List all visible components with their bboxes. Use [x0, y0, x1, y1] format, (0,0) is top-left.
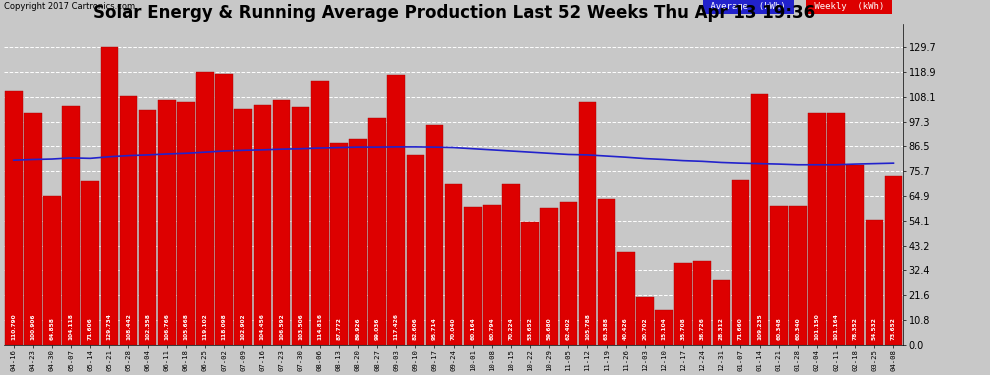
Text: 60.340: 60.340 — [795, 318, 800, 340]
Bar — [579, 102, 596, 345]
Bar — [464, 207, 481, 345]
Bar — [158, 100, 175, 345]
Bar — [655, 310, 673, 345]
Bar — [235, 109, 252, 345]
Bar — [828, 113, 844, 345]
Bar — [253, 105, 271, 345]
Text: 70.040: 70.040 — [451, 318, 456, 340]
Text: 59.680: 59.680 — [546, 318, 551, 340]
Bar — [101, 47, 118, 345]
Bar — [808, 113, 826, 345]
Text: 109.235: 109.235 — [757, 314, 762, 340]
Text: 15.104: 15.104 — [661, 318, 666, 340]
Bar — [617, 252, 635, 345]
Bar — [349, 138, 366, 345]
Bar — [445, 184, 462, 345]
Bar — [674, 263, 692, 345]
Bar — [885, 176, 902, 345]
Text: 63.388: 63.388 — [604, 317, 609, 340]
Bar — [770, 206, 787, 345]
Text: Weekly  (kWh): Weekly (kWh) — [809, 2, 889, 11]
Bar — [407, 155, 424, 345]
Text: 70.224: 70.224 — [509, 318, 514, 340]
Bar — [693, 261, 711, 345]
Text: 129.734: 129.734 — [107, 314, 112, 340]
Bar — [311, 81, 329, 345]
Text: 60.164: 60.164 — [470, 318, 475, 340]
Bar — [789, 206, 807, 345]
Text: 82.606: 82.606 — [413, 318, 418, 340]
Text: 117.426: 117.426 — [394, 313, 399, 340]
Text: 106.592: 106.592 — [279, 314, 284, 340]
Text: 64.858: 64.858 — [50, 317, 54, 340]
Text: 54.532: 54.532 — [872, 317, 877, 340]
Bar — [636, 297, 653, 345]
Text: 71.660: 71.660 — [738, 318, 742, 340]
Text: 53.652: 53.652 — [528, 317, 533, 340]
Bar — [215, 74, 233, 345]
Text: 108.442: 108.442 — [126, 314, 131, 340]
Text: 118.098: 118.098 — [222, 314, 227, 340]
Text: 102.902: 102.902 — [241, 314, 246, 340]
Text: 35.708: 35.708 — [680, 318, 686, 340]
Text: Copyright 2017 Cartronics.com: Copyright 2017 Cartronics.com — [4, 2, 136, 11]
Text: 20.702: 20.702 — [643, 318, 647, 340]
Text: 100.906: 100.906 — [31, 314, 36, 340]
Bar — [426, 125, 444, 345]
Bar — [81, 181, 99, 345]
Bar — [750, 94, 768, 345]
Bar — [330, 144, 347, 345]
Text: 71.606: 71.606 — [88, 318, 93, 340]
Text: 89.926: 89.926 — [355, 318, 360, 340]
Text: 87.772: 87.772 — [337, 317, 342, 340]
Bar — [44, 196, 60, 345]
Text: 101.164: 101.164 — [834, 314, 839, 340]
Bar — [483, 206, 501, 345]
Text: 60.348: 60.348 — [776, 318, 781, 340]
Bar — [196, 72, 214, 345]
Bar — [732, 180, 749, 345]
Text: 73.652: 73.652 — [891, 317, 896, 340]
Text: 28.312: 28.312 — [719, 317, 724, 340]
Text: 95.714: 95.714 — [432, 318, 437, 340]
Text: 105.668: 105.668 — [183, 314, 188, 340]
Text: 60.794: 60.794 — [489, 318, 494, 340]
Text: 103.506: 103.506 — [298, 314, 303, 340]
Bar — [368, 118, 386, 345]
Bar — [502, 184, 520, 345]
Bar — [120, 96, 138, 345]
Bar — [541, 208, 558, 345]
Text: 110.790: 110.790 — [11, 314, 16, 340]
Bar — [713, 280, 731, 345]
Text: 78.352: 78.352 — [852, 317, 857, 340]
Bar — [598, 200, 616, 345]
Bar — [5, 91, 23, 345]
Text: 119.102: 119.102 — [203, 314, 208, 340]
Bar — [865, 220, 883, 345]
Text: 104.118: 104.118 — [68, 314, 73, 340]
Text: Average  (kWh): Average (kWh) — [705, 2, 791, 11]
Text: 105.788: 105.788 — [585, 314, 590, 340]
Bar — [387, 75, 405, 345]
Text: 114.816: 114.816 — [317, 313, 322, 340]
Bar — [292, 107, 310, 345]
Text: 101.150: 101.150 — [815, 314, 820, 340]
Text: 99.036: 99.036 — [374, 318, 379, 340]
Text: 106.766: 106.766 — [164, 314, 169, 340]
Bar — [559, 202, 577, 345]
Bar — [62, 106, 80, 345]
Title: Solar Energy & Running Average Production Last 52 Weeks Thu Apr 13 19:36: Solar Energy & Running Average Productio… — [92, 4, 815, 22]
Text: 102.358: 102.358 — [146, 314, 150, 340]
Text: 62.402: 62.402 — [566, 318, 571, 340]
Text: 40.426: 40.426 — [624, 318, 629, 340]
Bar — [139, 110, 156, 345]
Text: 104.456: 104.456 — [259, 314, 265, 340]
Text: 36.726: 36.726 — [700, 317, 705, 340]
Bar — [522, 222, 539, 345]
Bar — [177, 102, 195, 345]
Bar — [24, 113, 42, 345]
Bar — [272, 100, 290, 345]
Bar — [846, 165, 864, 345]
